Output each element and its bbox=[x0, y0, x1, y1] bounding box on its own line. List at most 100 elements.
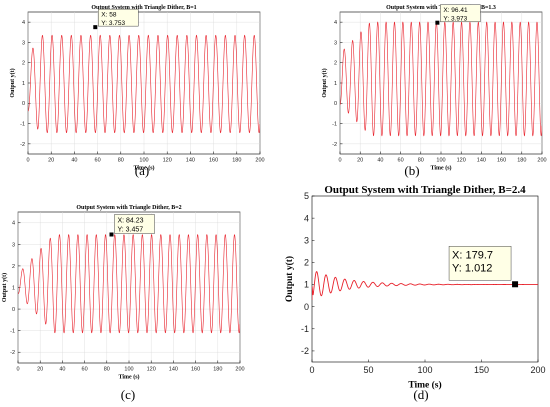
datatip-y-label: Y: 3.973 bbox=[443, 16, 467, 23]
y-tick-label: -1 bbox=[20, 121, 25, 127]
y-tick-label: 2 bbox=[22, 61, 25, 67]
x-tick-label: 0 bbox=[309, 365, 314, 375]
y-tick-label: -2 bbox=[332, 142, 337, 148]
chart-panel-2: 0 20 40 60 80 100 120 140 160 180 200 -2 -1 0 1 2 3 4 Outp… bbox=[1, 205, 245, 381]
y-tick-label: 2 bbox=[12, 264, 15, 270]
x-tick-label: 120 bbox=[163, 158, 172, 164]
x-tick-label: 160 bbox=[209, 158, 218, 164]
y-tick-label: 3 bbox=[334, 40, 337, 46]
datatip-y-label: Y: 1.012 bbox=[452, 262, 492, 274]
x-tick-label: 200 bbox=[537, 158, 546, 164]
y-tick-label: 4 bbox=[12, 221, 15, 227]
series-line bbox=[18, 234, 240, 334]
series-line bbox=[28, 34, 260, 134]
x-tick-label: 0 bbox=[338, 158, 341, 164]
caption-c: (c) bbox=[120, 387, 136, 402]
y-tick-label: -1 bbox=[10, 329, 15, 335]
x-tick-label: 100 bbox=[124, 367, 133, 373]
y-tick-label: -2 bbox=[301, 346, 309, 356]
x-axis-label: Time (s) bbox=[118, 374, 139, 381]
chart-title: Output System with Triangle Dither, B=1 bbox=[91, 5, 196, 11]
series-line bbox=[340, 21, 542, 137]
series-line bbox=[312, 271, 538, 301]
x-tick-label: 40 bbox=[59, 367, 65, 373]
datatip-y-label: Y: 3.457 bbox=[117, 226, 143, 233]
y-tick-label: 1 bbox=[22, 81, 25, 87]
datatip-marker bbox=[435, 20, 440, 25]
y-tick-label: 3 bbox=[22, 40, 25, 46]
datatip-y-label: Y: 3.753 bbox=[101, 20, 125, 27]
x-tick-label: 100 bbox=[436, 158, 445, 164]
x-tick-label: 100 bbox=[417, 365, 432, 375]
y-tick-label: 0 bbox=[12, 307, 15, 313]
datatip-box bbox=[114, 214, 155, 234]
y-tick-label: 3 bbox=[304, 235, 309, 245]
x-tick-label: 60 bbox=[82, 367, 88, 373]
y-tick-label: 0 bbox=[22, 101, 25, 107]
x-tick-label: 140 bbox=[169, 367, 178, 373]
x-tick-label: 150 bbox=[474, 365, 489, 375]
x-tick-label: 140 bbox=[186, 158, 195, 164]
x-tick-label: 140 bbox=[477, 158, 486, 164]
datatip-marker bbox=[93, 25, 98, 30]
x-tick-label: 40 bbox=[71, 158, 77, 164]
y-tick-label: 2 bbox=[304, 258, 309, 268]
x-tick-label: 160 bbox=[497, 158, 506, 164]
y-axis-label: Output y(t) bbox=[1, 273, 8, 302]
x-tick-label: 60 bbox=[398, 158, 404, 164]
y-axis-label: Output y(t) bbox=[321, 68, 328, 97]
datatip-marker bbox=[109, 232, 114, 237]
x-tick-label: 100 bbox=[139, 158, 148, 164]
x-tick-label: 60 bbox=[95, 158, 101, 164]
chart-panel-1: 0 20 40 60 80 100 120 140 160 180 200 -2 -1 0 1 2 3 4 Outp… bbox=[321, 4, 547, 172]
caption-a: (a) bbox=[134, 163, 150, 178]
y-tick-label: 0 bbox=[304, 302, 309, 312]
x-tick-label: 80 bbox=[418, 158, 424, 164]
y-tick-label: -2 bbox=[20, 142, 25, 148]
x-tick-label: 200 bbox=[235, 367, 244, 373]
x-tick-label: 80 bbox=[104, 367, 110, 373]
y-tick-label: -1 bbox=[332, 121, 337, 127]
x-tick-label: 200 bbox=[530, 365, 545, 375]
datatip-marker bbox=[512, 281, 519, 288]
chart-title: Output System with Triangle Dither, B=2 bbox=[76, 205, 181, 211]
y-tick-label: 2 bbox=[334, 61, 337, 67]
x-tick-label: 20 bbox=[48, 158, 54, 164]
x-tick-label: 120 bbox=[457, 158, 466, 164]
datatip-x-label: X: 58 bbox=[101, 12, 117, 19]
x-tick-label: 180 bbox=[213, 367, 222, 373]
x-tick-label: 180 bbox=[232, 158, 241, 164]
y-tick-label: 4 bbox=[334, 20, 337, 26]
chart-panel-0: 0 20 40 60 80 100 120 140 160 180 200 -2 -1 0 1 2 3 4 Outp… bbox=[9, 5, 265, 172]
x-axis-label: Time (s) bbox=[408, 380, 441, 391]
x-tick-label: 0 bbox=[16, 367, 19, 373]
y-tick-label: 4 bbox=[22, 20, 25, 26]
y-axis-label: Output y(t) bbox=[284, 256, 295, 302]
y-tick-label: 4 bbox=[304, 213, 309, 223]
chart-panel-3: 0 50 100 150 200 -2 -1 0 1 2 3 4 5 Output System with… bbox=[284, 184, 546, 391]
y-tick-label: 0 bbox=[334, 101, 337, 107]
x-tick-label: 20 bbox=[37, 367, 43, 373]
x-tick-label: 0 bbox=[26, 158, 29, 164]
y-tick-label: -1 bbox=[301, 324, 309, 334]
x-axis-label: Time (s) bbox=[133, 165, 154, 172]
y-tick-label: 1 bbox=[304, 280, 309, 290]
chart-title: Output System with Triangle Dither, B=2.… bbox=[324, 184, 526, 196]
datatip-x-label: X: 179.7 bbox=[452, 249, 493, 261]
y-tick-label: -2 bbox=[10, 350, 15, 356]
y-tick-label: 3 bbox=[12, 242, 15, 248]
x-tick-label: 120 bbox=[147, 367, 156, 373]
x-tick-label: 50 bbox=[363, 365, 373, 375]
x-tick-label: 20 bbox=[357, 158, 363, 164]
x-tick-label: 160 bbox=[191, 367, 200, 373]
x-tick-label: 40 bbox=[377, 158, 383, 164]
y-tick-label: 1 bbox=[12, 285, 15, 291]
y-tick-label: 5 bbox=[304, 191, 309, 201]
y-tick-label: 1 bbox=[334, 81, 337, 87]
datatip-x-label: X: 96.41 bbox=[443, 7, 468, 14]
datatip-x-label: X: 84.23 bbox=[117, 217, 143, 224]
caption-d: (d) bbox=[413, 387, 429, 402]
x-tick-label: 180 bbox=[517, 158, 526, 164]
caption-b: (b) bbox=[404, 163, 420, 178]
